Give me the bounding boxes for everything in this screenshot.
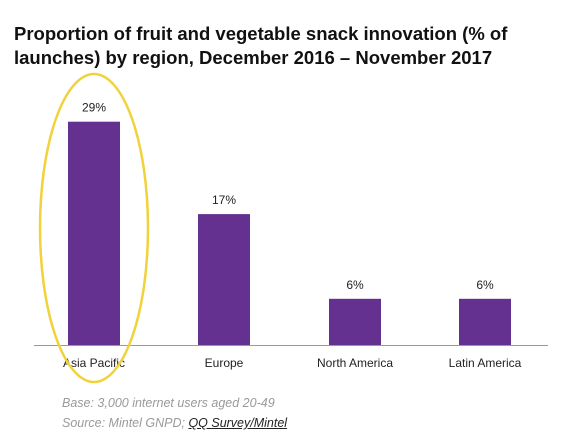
base-note: Base: 3,000 internet users aged 20-49 [62,396,275,410]
value-label-asia-pacific: 29% [82,101,106,115]
category-label-north-america: North America [317,356,393,370]
value-label-europe: 17% [212,193,236,207]
category-label-asia-pacific: Asia Pacific [63,356,125,370]
source-link[interactable]: QQ Survey/Mintel [188,416,288,430]
bars-group [68,121,511,345]
labels-group: 29% Asia Pacific 17% Europe 6% North America 6… [63,101,522,370]
bar-latin-america [459,298,511,345]
source-note: Source: Mintel GNPD; QQ Survey/Mintel [62,413,287,433]
value-label-latin-america: 6% [476,278,494,292]
bar-europe [198,214,250,345]
highlight-ellipse [38,72,150,384]
bar-north-america [329,298,381,345]
chart-title: Proportion of fruit and vegetable snack … [14,23,508,68]
bar-asia-pacific [68,121,120,345]
chart-footer: Base: 3,000 internet users aged 20-49 So… [62,393,287,433]
category-label-europe: Europe [205,356,244,370]
category-label-latin-america: Latin America [449,356,522,370]
source-prefix: Source: Mintel GNPD; [62,416,189,430]
value-label-north-america: 6% [346,278,364,292]
